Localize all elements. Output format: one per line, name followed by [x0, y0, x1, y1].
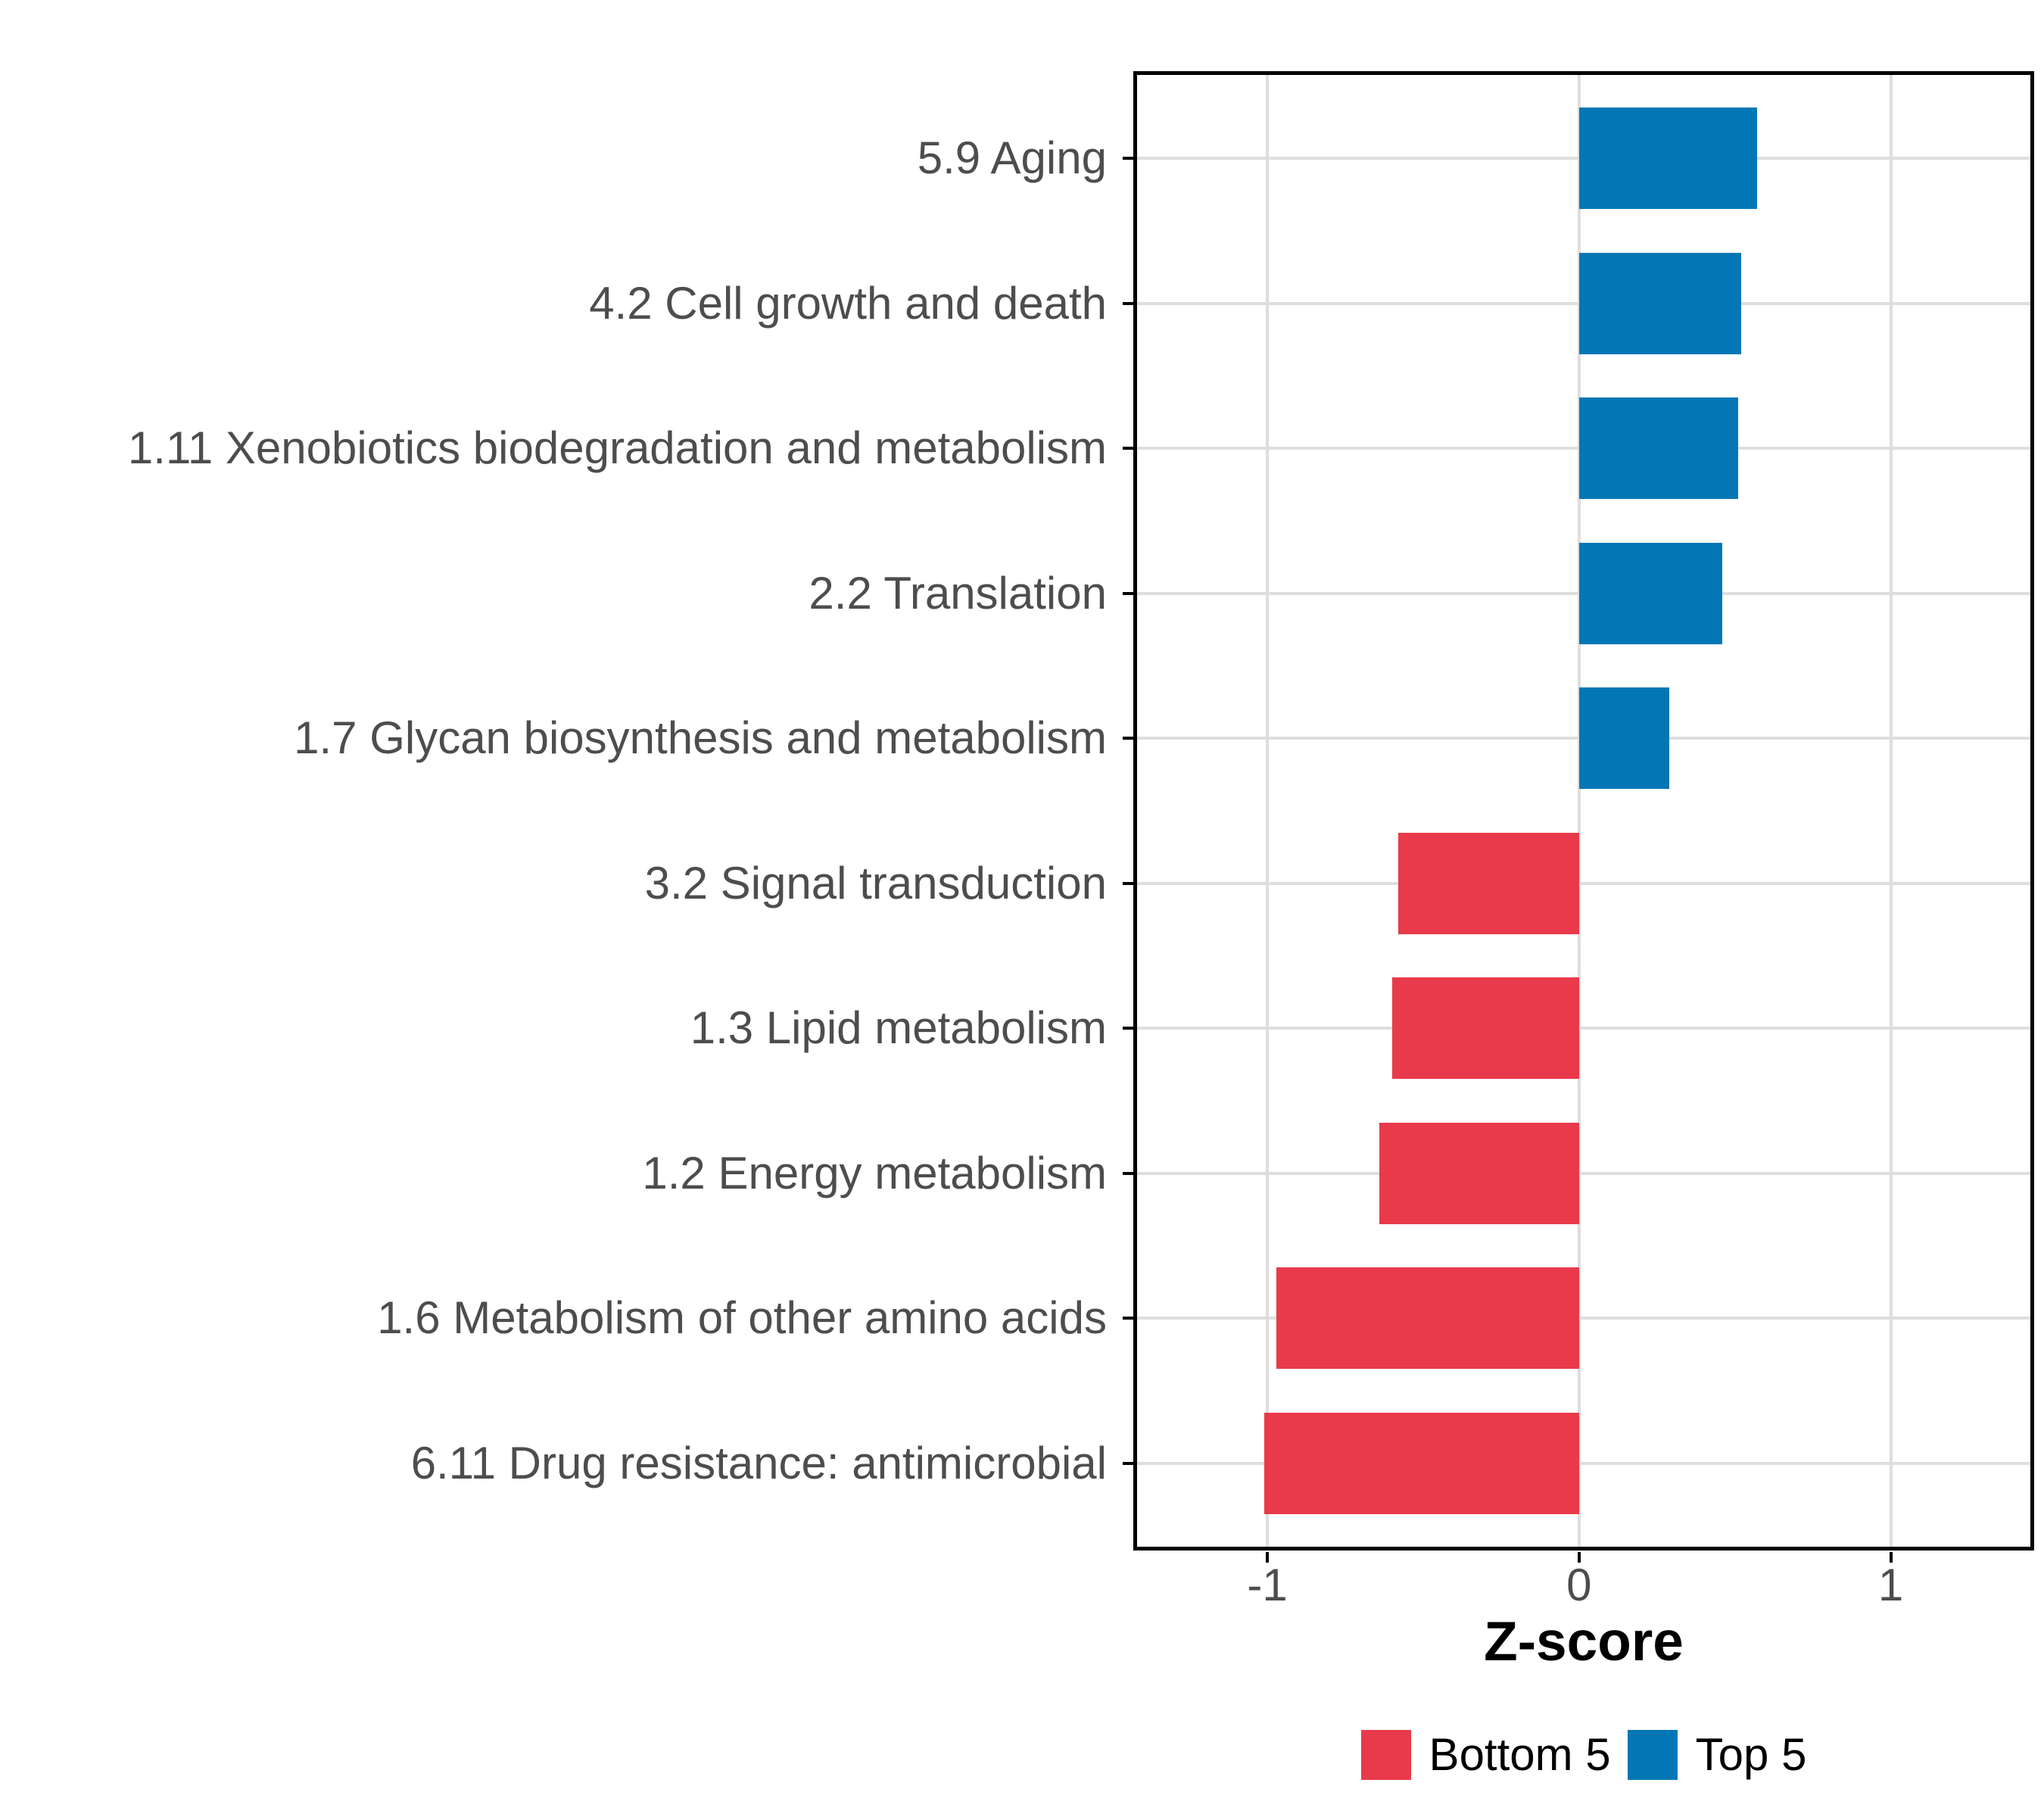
gridline-x — [1266, 71, 1270, 1551]
x-tick — [1266, 1552, 1270, 1563]
bar — [1379, 1122, 1579, 1224]
legend-item-top5: Top 5 — [1627, 1729, 1807, 1780]
y-tick — [1123, 737, 1133, 740]
gridline-y — [1133, 1171, 2034, 1175]
category-label: 1.3 Lipid metabolism — [690, 1002, 1107, 1054]
gridline-y — [1133, 1317, 2034, 1320]
gridline-x — [1577, 71, 1581, 1551]
x-tick — [1577, 1552, 1581, 1563]
y-tick — [1123, 156, 1133, 160]
legend-swatch-bottom5 — [1360, 1730, 1411, 1780]
gridline-y — [1133, 881, 2034, 885]
gridline-y — [1133, 1027, 2034, 1030]
bar — [1391, 977, 1579, 1080]
legend-label-top5: Top 5 — [1695, 1729, 1807, 1780]
y-tick — [1123, 1027, 1133, 1030]
bar — [1276, 1267, 1579, 1370]
bar — [1578, 687, 1670, 790]
legend-swatch-top5 — [1627, 1730, 1678, 1780]
y-tick — [1123, 301, 1133, 305]
gridline-y — [1133, 1462, 2034, 1466]
category-label: 1.2 Energy metabolism — [642, 1147, 1107, 1198]
x-tick-label: -1 — [1247, 1560, 1288, 1610]
category-label: 1.7 Glycan biosynthesis and metabolism — [294, 712, 1107, 764]
category-label: 1.11 Xenobiotics biodegradation and meta… — [127, 422, 1107, 474]
category-label: 3.2 Signal transduction — [644, 857, 1107, 908]
y-tick — [1123, 881, 1133, 885]
x-tick — [1889, 1552, 1893, 1563]
y-tick — [1123, 1171, 1133, 1175]
bar — [1578, 107, 1757, 209]
category-label: 4.2 Cell growth and death — [589, 277, 1107, 329]
bar — [1398, 832, 1579, 934]
gridline-x — [1889, 71, 1893, 1551]
y-tick — [1123, 1462, 1133, 1466]
bar — [1578, 542, 1723, 644]
y-tick — [1123, 591, 1133, 595]
category-label: 2.2 Translation — [809, 567, 1107, 619]
bar — [1578, 252, 1741, 354]
x-tick-label: 1 — [1877, 1560, 1904, 1610]
legend-label-bottom5: Bottom 5 — [1429, 1729, 1611, 1780]
y-tick — [1123, 1317, 1133, 1320]
legend: Bottom 5 Top 5 — [1133, 1730, 2034, 1780]
y-tick — [1123, 447, 1133, 450]
bar — [1263, 1413, 1579, 1515]
legend-item-bottom5: Bottom 5 — [1360, 1729, 1611, 1780]
x-axis-title: Z-score — [1484, 1611, 1684, 1672]
category-label: 6.11 Drug resistance: antimicrobial — [410, 1438, 1107, 1489]
category-label: 5.9 Aging — [917, 132, 1107, 183]
x-tick-label: 0 — [1566, 1560, 1592, 1610]
bar — [1578, 397, 1738, 500]
category-label: 1.6 Metabolism of other amino acids — [377, 1292, 1107, 1344]
